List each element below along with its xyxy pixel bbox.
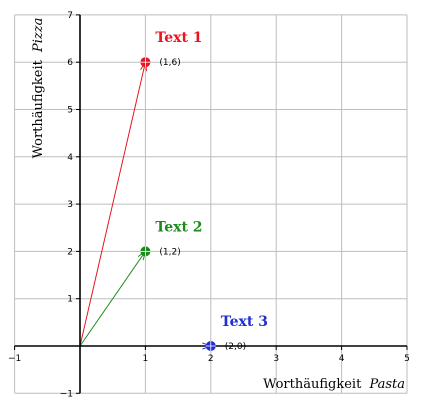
y-tick-label: 6 — [67, 58, 73, 68]
y-axis-title: Worthäufigkeit Pizza — [31, 18, 46, 159]
y-tick-label: −1 — [60, 389, 73, 399]
labels: (1,6) Text 1 (1,2) Text 2 (2,0) Text 3 — [155, 30, 268, 352]
y-tick-label: 3 — [67, 200, 73, 210]
y-axis-title-word: Pizza — [31, 18, 46, 53]
point-label-1: (1,6) — [159, 58, 180, 68]
y-tick-label: 5 — [67, 106, 73, 116]
x-axis-title: Worthäufigkeit Pasta — [263, 377, 405, 392]
vector-2 — [79, 251, 146, 347]
y-tick-label: 4 — [67, 153, 73, 163]
series-label-2: Text 2 — [155, 219, 202, 235]
series-label-1: Text 1 — [155, 30, 202, 46]
grid — [14, 14, 408, 394]
x-tick-label: 5 — [404, 354, 410, 364]
points — [140, 57, 216, 351]
x-axis-title-word: Pasta — [368, 377, 405, 392]
y-tick-label: 1 — [67, 295, 73, 305]
x-tick-label: 2 — [208, 354, 214, 364]
y-tick-label: 2 — [67, 247, 73, 257]
tick-labels: −1 1 2 3 4 5 −1 1 2 3 4 5 6 7 — [8, 11, 410, 399]
vector-1 — [79, 62, 146, 347]
point-label-3: (2,0) — [225, 342, 246, 352]
series-label-3: Text 3 — [221, 314, 268, 330]
point-label-2: (1,2) — [159, 247, 180, 257]
x-tick-label: 4 — [339, 354, 345, 364]
x-tick-label: 1 — [143, 354, 149, 364]
y-axis-title-text: Worthäufigkeit — [31, 59, 46, 158]
x-tick-label: −1 — [8, 354, 21, 364]
x-axis-title-text: Worthäufigkeit — [263, 377, 362, 392]
y-tick-label: 7 — [67, 11, 73, 21]
x-tick-label: 3 — [273, 354, 279, 364]
